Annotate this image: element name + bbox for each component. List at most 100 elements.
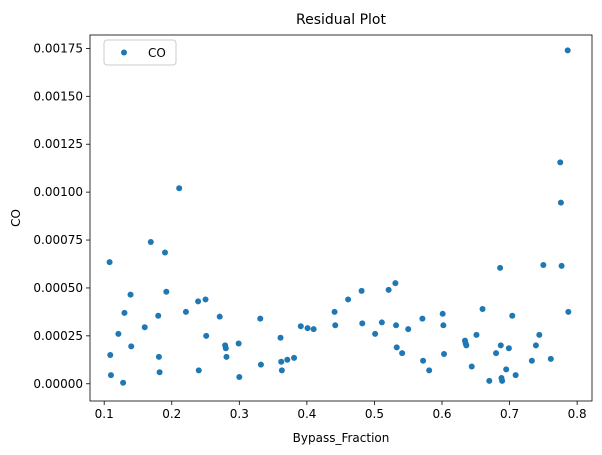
- data-point: [332, 322, 339, 329]
- x-tick-label: 0.8: [568, 407, 587, 421]
- data-point: [121, 309, 128, 316]
- data-point: [493, 350, 500, 357]
- data-point: [176, 185, 183, 192]
- data-point: [557, 199, 564, 206]
- data-point: [463, 342, 470, 349]
- data-point: [547, 355, 554, 362]
- data-point: [278, 367, 285, 374]
- data-point: [473, 331, 480, 338]
- data-point: [120, 379, 127, 386]
- data-point: [127, 291, 134, 298]
- legend-marker: [121, 49, 127, 56]
- y-tick-label: 0.00100: [33, 185, 83, 199]
- data-point: [195, 298, 202, 305]
- x-axis-title: Bypass_Fraction: [293, 431, 390, 445]
- data-point: [372, 330, 379, 337]
- data-point: [161, 249, 168, 256]
- y-axis: 0.00000 0.00025 0.00050 0.00075 0.00100 0.001…: [33, 41, 90, 391]
- data-point: [468, 363, 475, 370]
- data-point: [182, 308, 189, 315]
- data-point: [359, 320, 366, 327]
- data-point: [393, 344, 400, 351]
- data-point: [441, 351, 448, 358]
- data-point: [405, 326, 412, 333]
- legend-label: CO: [148, 46, 166, 60]
- data-point: [345, 296, 352, 303]
- data-point: [557, 159, 564, 166]
- x-tick-label: 0.6: [432, 407, 451, 421]
- data-point: [107, 352, 114, 359]
- data-point: [278, 358, 285, 365]
- data-point: [216, 313, 223, 320]
- data-point: [147, 238, 154, 245]
- data-point: [439, 310, 446, 317]
- y-tick-label: 0.00125: [33, 137, 83, 151]
- data-point: [512, 372, 519, 379]
- x-axis: 0.1 0.2 0.3 0.4 0.5 0.6 0.7 0.8: [95, 401, 587, 421]
- data-point: [503, 366, 510, 373]
- data-point: [331, 308, 338, 315]
- y-axis-title: CO: [9, 209, 23, 227]
- data-point: [284, 356, 291, 363]
- y-tick-label: 0.00075: [33, 233, 83, 247]
- data-point: [155, 312, 162, 319]
- data-point: [277, 334, 284, 341]
- x-tick-label: 0.5: [365, 407, 384, 421]
- data-point: [107, 372, 114, 379]
- data-point: [202, 296, 209, 303]
- data-point: [236, 374, 243, 381]
- data-point: [257, 361, 264, 368]
- data-point: [235, 340, 242, 347]
- data-point: [297, 323, 304, 330]
- x-tick-label: 0.4: [297, 407, 316, 421]
- data-point: [536, 331, 543, 338]
- data-point: [141, 324, 148, 331]
- plot-frame: [89, 34, 593, 402]
- data-point: [291, 354, 298, 361]
- legend: CO: [103, 39, 177, 66]
- data-point: [399, 350, 406, 357]
- data-point: [505, 345, 512, 352]
- y-tick-label: 0.00150: [33, 89, 83, 103]
- x-tick-label: 0.7: [500, 407, 519, 421]
- scatter-points: [106, 47, 572, 386]
- y-tick-label: 0.00050: [33, 281, 83, 295]
- data-point: [509, 312, 516, 319]
- data-point: [128, 343, 135, 350]
- data-point: [558, 262, 565, 269]
- data-point: [378, 319, 385, 326]
- data-point: [155, 353, 162, 360]
- data-point: [163, 288, 170, 295]
- data-point: [195, 367, 202, 374]
- data-point: [257, 315, 264, 322]
- data-point: [479, 306, 486, 313]
- legend-box: [103, 39, 177, 66]
- data-point: [528, 357, 535, 364]
- data-point: [222, 345, 229, 352]
- data-point: [392, 280, 399, 287]
- data-point: [532, 342, 539, 349]
- data-point: [426, 367, 433, 374]
- data-point: [499, 377, 506, 384]
- data-point: [358, 287, 365, 294]
- y-tick-label: 0.00000: [33, 377, 83, 391]
- data-point: [497, 264, 504, 271]
- data-point: [203, 332, 210, 339]
- x-tick-label: 0.3: [230, 407, 249, 421]
- data-point: [393, 322, 400, 329]
- data-point: [497, 342, 504, 349]
- data-point: [310, 326, 317, 333]
- data-point: [156, 369, 163, 376]
- data-point: [420, 357, 427, 364]
- data-point: [486, 377, 493, 384]
- y-tick-label: 0.00025: [33, 329, 83, 343]
- data-point: [565, 308, 572, 315]
- data-point: [540, 261, 547, 268]
- data-point: [223, 353, 230, 360]
- data-point: [440, 322, 447, 329]
- data-point: [106, 259, 113, 266]
- data-point: [419, 315, 426, 322]
- data-point: [304, 325, 311, 332]
- x-tick-label: 0.1: [95, 407, 114, 421]
- data-point: [564, 47, 571, 54]
